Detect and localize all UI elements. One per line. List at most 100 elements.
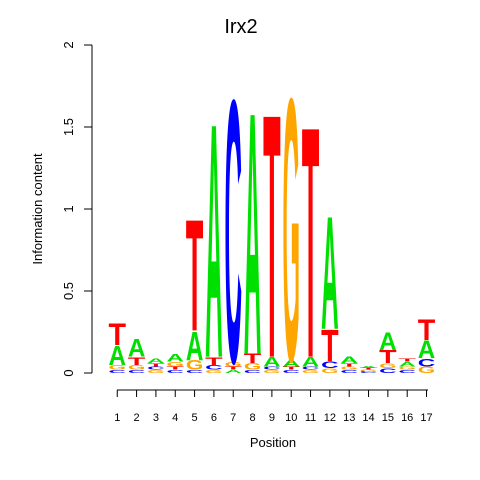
logo-letter-C: C (418, 357, 436, 370)
x-tick-label: 13 (343, 412, 355, 424)
x-tick-label: 12 (324, 412, 336, 424)
y-axis: 0 0.5 1 1.5 2 (61, 41, 93, 377)
y-tick-label: 1 (61, 205, 76, 212)
logo-letter-T: T (302, 58, 319, 427)
x-tick-label: 15 (382, 412, 394, 424)
x-tick-label: 14 (362, 412, 374, 424)
x-axis: 1 2 3 4 5 6 7 8 9 10 11 12 13 14 15 16 17 (114, 389, 433, 424)
x-tick-label: 10 (285, 412, 297, 424)
logo-letter-G: G (418, 365, 436, 376)
logo-letter-C: C (302, 366, 320, 371)
logo-letter-G: G (186, 357, 204, 372)
logo-letter-T: T (418, 315, 436, 348)
logo-letter-A: A (224, 369, 242, 374)
logo-letter-A: A (263, 355, 280, 370)
x-tick-label: 16 (401, 412, 413, 424)
logo-letter-T: T (224, 366, 242, 371)
logo-letter-A: A (302, 355, 319, 370)
y-tick-label: 0.5 (61, 282, 76, 300)
logo-letter-T: T (205, 354, 223, 367)
logo-letter-C: C (205, 364, 223, 372)
x-axis-label: Position (250, 435, 296, 450)
logo-letter-A: A (379, 329, 397, 356)
x-tick-label: 4 (172, 412, 178, 424)
logo-letter-G: G (302, 369, 319, 374)
logo-letter-T: T (244, 351, 262, 366)
logo-letter-C: C (321, 360, 338, 370)
logo-letter-C: C (360, 371, 378, 374)
logo-letter-T: T (166, 366, 184, 371)
logo-letter-A: A (321, 182, 339, 364)
logo-letter-A: A (186, 325, 203, 370)
logo-letter-A: A (205, 55, 223, 429)
x-tick-label: 5 (192, 412, 198, 424)
logo-letter-A: A (360, 366, 378, 369)
x-tick-label: 3 (153, 412, 159, 424)
logo-letter-T: T (321, 322, 339, 372)
x-tick-label: 11 (305, 412, 316, 424)
logo-letter-T: T (340, 362, 358, 367)
logo-letter-C: C (398, 369, 416, 374)
logo-letter-C: C (224, 23, 242, 442)
logo-letter-G: G (321, 367, 338, 375)
logo-letter-A: A (108, 342, 126, 372)
logo-letter-C: C (128, 369, 146, 374)
logo-letter-G: G (379, 362, 396, 370)
logo-letter-C: C (379, 367, 397, 375)
x-tick-label: 8 (249, 412, 255, 424)
logo-letter-A: A (340, 355, 357, 365)
x-tick-label: 17 (420, 412, 432, 424)
logo-letter-G: G (109, 364, 126, 372)
logo-letter-C: C (166, 369, 184, 374)
logo-letter-C: C (147, 366, 165, 371)
logo-letter-T: T (379, 347, 397, 367)
logo-letter-C: C (340, 369, 358, 374)
logo-letter-T: T (360, 368, 378, 370)
logo-letter-G: G (340, 366, 357, 371)
logo-letter-A: A (282, 358, 299, 368)
logo-letter-C: C (282, 369, 300, 374)
chart-title: Irx2 (224, 16, 257, 38)
logo-letter-T: T (147, 362, 165, 367)
x-tick-label: 6 (211, 412, 217, 424)
logo-letter-G: G (398, 366, 415, 371)
logo-letter-T: T (398, 358, 416, 363)
logo-letter-T: T (186, 187, 203, 365)
logo-letter-A: A (418, 337, 436, 364)
logo-letter-G: G (147, 369, 164, 374)
logo-letter-T: T (282, 366, 300, 371)
logo-letter-T: T (109, 318, 127, 353)
logo-letter-G: G (244, 361, 262, 372)
logo-letter-G: G (224, 360, 241, 368)
logo-letter-T: T (128, 354, 146, 367)
y-tick-label: 0 (61, 369, 76, 376)
logo-letter-G: G (282, 21, 299, 440)
logo-letter-A: A (147, 357, 165, 365)
logo-letter-G: G (360, 370, 377, 372)
logo-letter-A: A (244, 42, 261, 429)
logo-letter-G: G (263, 369, 280, 374)
logo-letter-A: A (128, 335, 146, 362)
x-tick-label: 1 (114, 412, 120, 424)
y-tick-label: 1.5 (61, 118, 76, 136)
logo-letter-C: C (263, 366, 281, 371)
logo-letter-G: G (205, 369, 222, 374)
logo-letter-C: C (186, 369, 204, 374)
x-tick-label: 2 (134, 412, 140, 424)
